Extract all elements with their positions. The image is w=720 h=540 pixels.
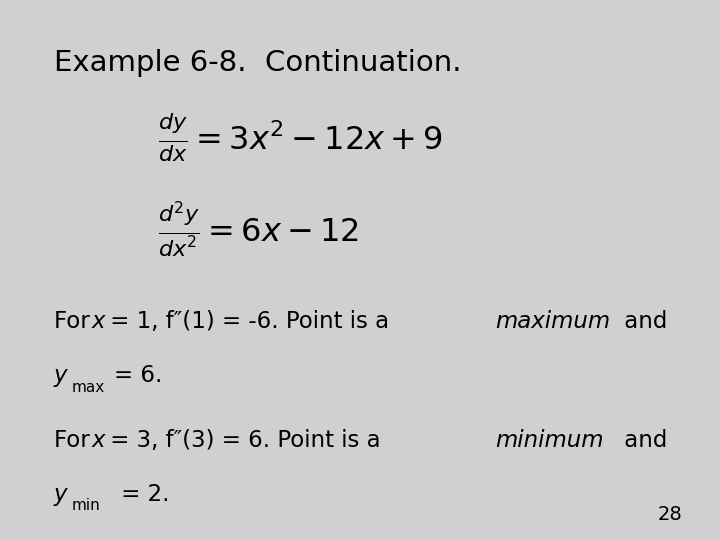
Text: 28: 28 bbox=[657, 505, 682, 524]
Text: x: x bbox=[91, 310, 105, 333]
Text: max: max bbox=[71, 380, 104, 395]
Text: = 2.: = 2. bbox=[114, 483, 169, 505]
Text: = 1, f″(1) = -6. Point is a: = 1, f″(1) = -6. Point is a bbox=[103, 310, 396, 333]
Text: and: and bbox=[617, 429, 667, 451]
Text: y: y bbox=[54, 483, 68, 505]
Text: maximum: maximum bbox=[495, 310, 611, 333]
Text: = 6.: = 6. bbox=[114, 364, 162, 387]
Text: $\frac{dy}{dx} = 3x^2 - 12x + 9$: $\frac{dy}{dx} = 3x^2 - 12x + 9$ bbox=[158, 111, 444, 164]
Text: x: x bbox=[91, 429, 105, 451]
Text: minimum: minimum bbox=[495, 429, 604, 451]
Text: $\frac{d^2y}{dx^2} = 6x - 12$: $\frac{d^2y}{dx^2} = 6x - 12$ bbox=[158, 199, 359, 260]
Text: Example 6-8.  Continuation.: Example 6-8. Continuation. bbox=[54, 49, 462, 77]
Text: For: For bbox=[54, 310, 97, 333]
Text: y: y bbox=[54, 364, 68, 387]
Text: min: min bbox=[71, 498, 100, 514]
Text: and: and bbox=[617, 310, 667, 333]
Text: = 3, f″(3) = 6. Point is a: = 3, f″(3) = 6. Point is a bbox=[103, 429, 388, 451]
Text: For: For bbox=[54, 429, 97, 451]
